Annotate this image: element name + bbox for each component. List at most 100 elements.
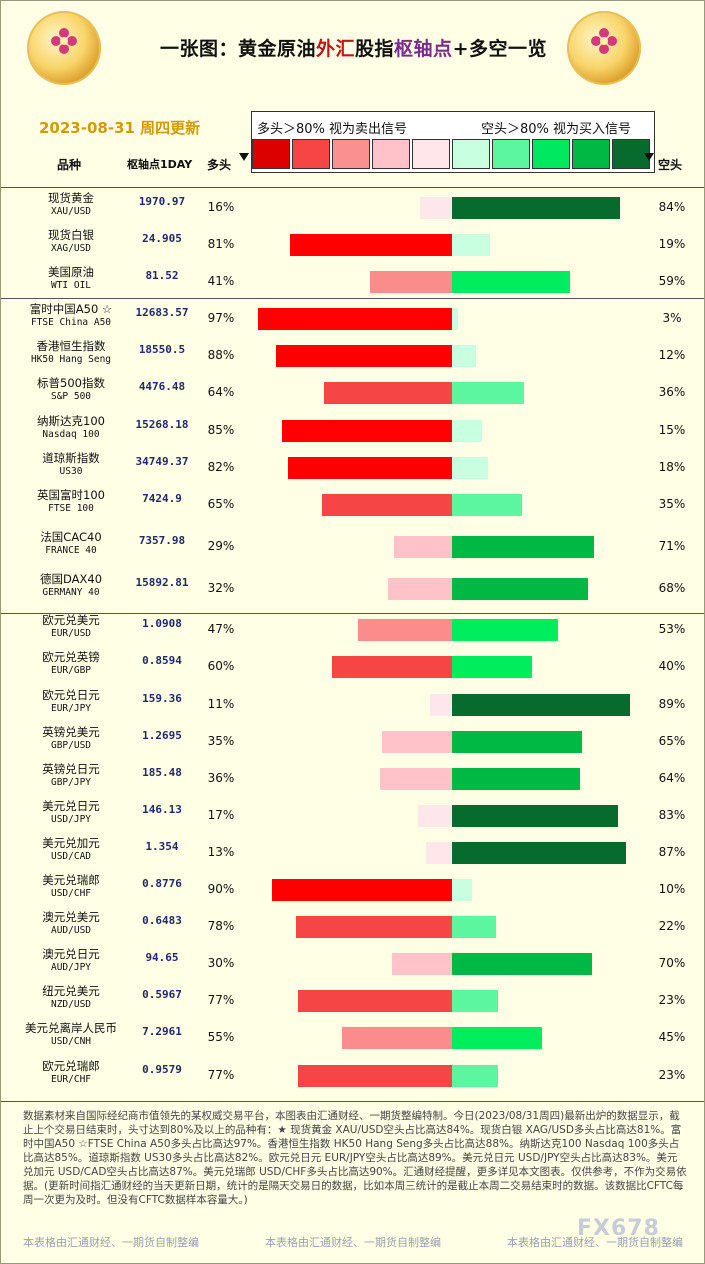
instrument-code: EUR/GBP <box>50 665 92 676</box>
instrument-name: 现货黄金 XAU/USD <box>15 191 127 219</box>
short-bar <box>452 694 630 716</box>
instrument-cn: 法国CAC40 <box>40 530 102 544</box>
instrument-cn: 香港恒生指数 <box>36 339 106 353</box>
long-percent: 30% <box>207 956 235 970</box>
table-row: 英国富时100 FTSE 100 7424.9 65% 35% <box>1 488 704 525</box>
instrument-code: AUD/USD <box>50 925 92 936</box>
divider <box>1 187 704 188</box>
instrument-cn: 美元兑瑞郎 <box>42 873 100 887</box>
long-percent: 47% <box>207 622 235 636</box>
short-bar <box>452 731 582 753</box>
long-bar <box>272 879 452 901</box>
short-bar <box>452 619 558 641</box>
table-row: 欧元兑美元 EUR/USD 1.0908 47% 53% <box>1 613 704 650</box>
instrument-cn: 澳元兑美元 <box>42 910 100 924</box>
pivot-value: 7.2961 <box>142 1025 182 1038</box>
long-bar <box>290 234 452 256</box>
instrument-code: USD/JPY <box>50 814 92 825</box>
pivot-value: 7424.9 <box>142 492 182 505</box>
long-bar <box>380 768 452 790</box>
long-percent: 88% <box>207 348 235 362</box>
instrument-code: GBP/JPY <box>50 777 92 788</box>
short-percent: 87% <box>658 845 686 859</box>
short-percent: 15% <box>658 423 686 437</box>
short-bar <box>452 536 594 558</box>
pivot-value: 1.0908 <box>142 617 182 630</box>
short-percent: 84% <box>658 200 686 214</box>
pivot-value: 24.905 <box>142 232 182 245</box>
short-bar <box>452 916 496 938</box>
table-row: 美元兑瑞郎 USD/CHF 0.8776 90% 10% <box>1 873 704 910</box>
short-percent: 23% <box>658 993 686 1007</box>
instrument-code: AUD/JPY <box>50 962 92 973</box>
long-bar <box>298 1065 452 1087</box>
short-percent: 12% <box>658 348 686 362</box>
instrument-cn: 美国原油 <box>48 265 94 279</box>
instrument-code: XAU/USD <box>50 206 92 217</box>
table-row: 富时中国A50 ☆ FTSE China A50 12683.57 97% 3% <box>1 302 704 339</box>
long-bar <box>332 656 452 678</box>
instrument-name: 道琼斯指数 US30 <box>15 451 127 479</box>
logo-medal-right <box>567 11 641 85</box>
footer-credit: 本表格由汇通财经、一期货自制整编 <box>507 1236 683 1249</box>
instrument-cn: 道琼斯指数 <box>42 451 100 465</box>
long-bar <box>282 420 452 442</box>
instrument-cn: 英国富时100 <box>37 488 105 502</box>
short-bar <box>452 197 620 219</box>
long-percent: 90% <box>207 882 235 896</box>
divider <box>1 613 704 614</box>
short-percent: 53% <box>658 622 686 636</box>
flower-icon <box>591 28 617 54</box>
instrument-cn: 纳斯达克100 <box>37 414 105 428</box>
legend-swatch <box>452 139 490 169</box>
long-percent: 13% <box>207 845 235 859</box>
short-percent: 36% <box>658 385 686 399</box>
instrument-name: 英镑兑美元 GBP/USD <box>15 725 127 753</box>
instrument-code: Nasdaq 100 <box>42 429 100 440</box>
instrument-name: 美元兑日元 USD/JPY <box>15 799 127 827</box>
table-row: 现货白银 XAG/USD 24.905 81% 19% <box>1 228 704 265</box>
instrument-cn: 英镑兑日元 <box>42 762 100 776</box>
table-row: 现货黄金 XAU/USD 1970.97 16% 84% <box>1 191 704 228</box>
short-percent: 70% <box>658 956 686 970</box>
instrument-code: S&P 500 <box>50 391 92 402</box>
short-percent: 45% <box>658 1030 686 1044</box>
short-percent: 40% <box>658 659 686 673</box>
instrument-code: USD/CHF <box>50 888 92 899</box>
short-percent: 3% <box>662 311 682 325</box>
table-row: 欧元兑英镑 EUR/GBP 0.8594 60% 40% <box>1 650 704 687</box>
instrument-code: GBP/USD <box>50 740 92 751</box>
instrument-cn: 澳元兑日元 <box>42 947 100 961</box>
instrument-name: 英国富时100 FTSE 100 <box>15 488 127 516</box>
legend-swatch <box>412 139 450 169</box>
table-row: 英镑兑美元 GBP/USD 1.2695 35% 65% <box>1 725 704 762</box>
short-percent: 18% <box>658 460 686 474</box>
pivot-value: 94.65 <box>145 951 179 964</box>
long-percent: 11% <box>207 697 235 711</box>
title-part: 外汇 <box>316 38 356 60</box>
instrument-cn: 现货白银 <box>48 228 94 242</box>
header-pivot: 枢轴点1DAY <box>127 158 193 171</box>
divider <box>1 298 704 299</box>
description-note: 数据素材来自国际经纪商市值领先的某权威交易平台，本图表由汇通财经、一期货整编特制… <box>23 1110 687 1206</box>
short-percent: 71% <box>658 539 686 553</box>
pivot-value: 146.13 <box>142 803 182 816</box>
long-bar <box>420 197 452 219</box>
instrument-code: WTI OIL <box>50 280 92 291</box>
pivot-value: 0.6483 <box>142 914 182 927</box>
pivot-value: 12683.57 <box>135 306 189 319</box>
pivot-value: 18550.5 <box>138 343 186 356</box>
instrument-cn: 美元兑日元 <box>42 799 100 813</box>
long-bar <box>288 457 452 479</box>
instrument-name: 纽元兑美元 NZD/USD <box>15 984 127 1012</box>
instrument-name: 美元兑瑞郎 USD/CHF <box>15 873 127 901</box>
instrument-name: 标普500指数 S&P 500 <box>15 376 127 404</box>
long-percent: 81% <box>207 237 235 251</box>
short-bar <box>452 578 588 600</box>
short-percent: 68% <box>658 581 686 595</box>
instrument-name: 澳元兑日元 AUD/JPY <box>15 947 127 975</box>
instrument-name: 德国DAX40 GERMANY 40 <box>15 572 127 600</box>
pivot-value: 4476.48 <box>138 380 186 393</box>
pivot-value: 0.5967 <box>142 988 182 1001</box>
